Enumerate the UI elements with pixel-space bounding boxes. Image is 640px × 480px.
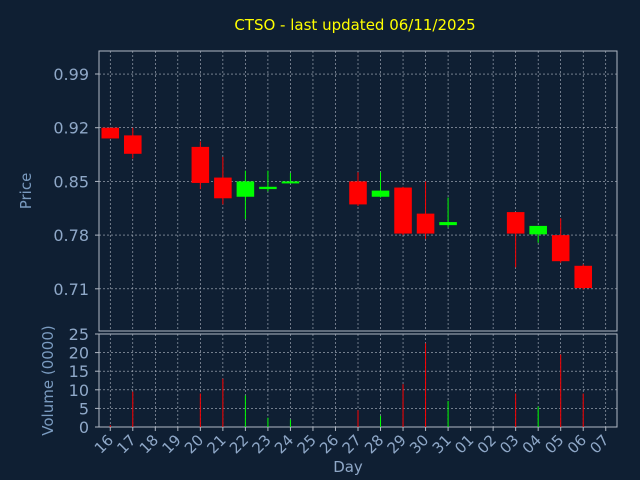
candle-body xyxy=(371,190,390,197)
volume-tick-label: 20 xyxy=(69,344,89,363)
volume-tick-label: 15 xyxy=(69,362,89,381)
candle-body xyxy=(236,181,255,197)
candle-body xyxy=(191,146,210,183)
candle-body xyxy=(574,265,593,289)
price-panel: 0.71 0.78 0.85 0.92 0.99 xyxy=(53,50,618,332)
price-tick-label: 0.85 xyxy=(53,172,89,191)
candle-body xyxy=(349,181,367,205)
candle-body xyxy=(123,135,142,154)
price-tick-label: 0.92 xyxy=(53,119,89,138)
volume-axis-label: Volume (0000) xyxy=(39,325,57,435)
x-axis-label: Day xyxy=(333,458,363,476)
candle-body xyxy=(529,225,547,235)
volume-tick-label: 5 xyxy=(79,399,89,418)
price-tick-label: 0.78 xyxy=(53,226,89,245)
price-tick-label: 0.71 xyxy=(53,280,89,299)
volume-tick-label: 10 xyxy=(69,381,89,400)
x-tick-labels: 1617181920212223242526272829303101020304… xyxy=(91,427,613,457)
volume-tick-label: 25 xyxy=(69,325,89,344)
price-axis-label: Price xyxy=(17,173,35,210)
candle-body xyxy=(506,212,525,234)
candle-body xyxy=(259,186,277,190)
candle-body xyxy=(214,177,232,199)
price-tick-label: 0.99 xyxy=(53,65,89,84)
x-tick-label: 07 xyxy=(586,431,612,457)
candle-body xyxy=(416,213,435,234)
volume-tick-label: 0 xyxy=(79,418,89,437)
candle-body xyxy=(551,235,570,262)
candle-body xyxy=(394,187,412,234)
chart-title: CTSO - last updated 06/11/2025 xyxy=(234,16,475,34)
candle-body xyxy=(281,181,300,184)
candle-body xyxy=(101,127,120,139)
candle-body xyxy=(439,222,457,226)
